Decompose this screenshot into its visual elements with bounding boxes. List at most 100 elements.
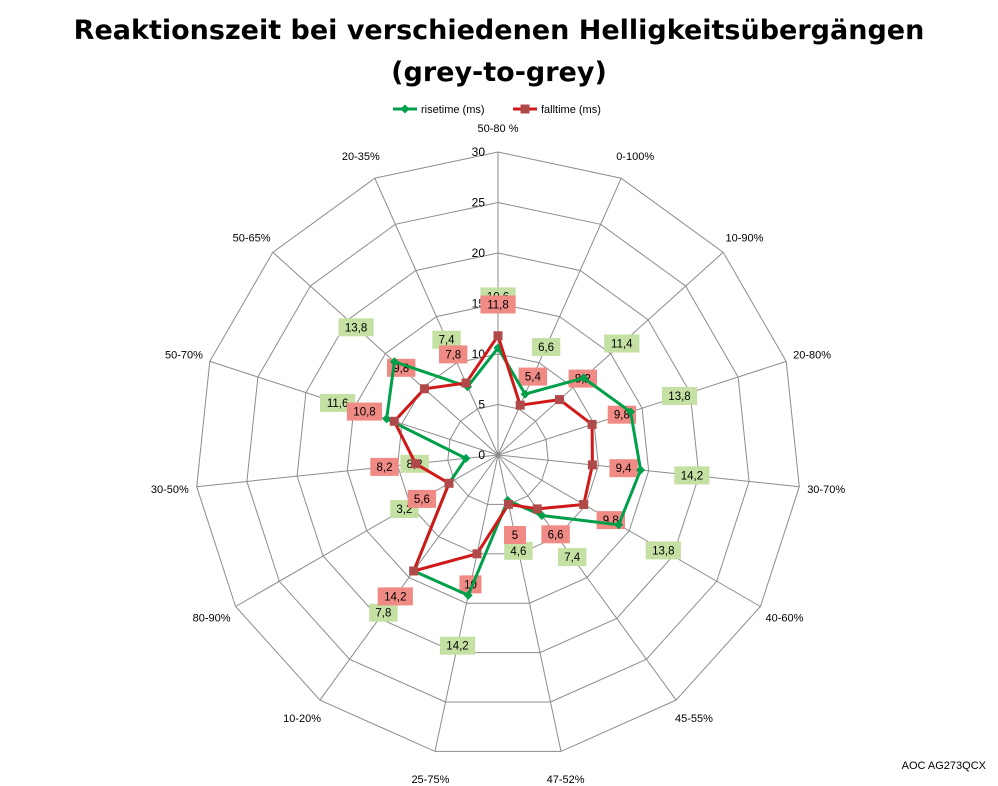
legend-marker-falltime bbox=[520, 104, 530, 114]
grid-spoke bbox=[497, 251, 724, 456]
data-label: 9,4 bbox=[616, 463, 633, 475]
falltime-point bbox=[493, 331, 503, 341]
category-label: 45-55% bbox=[675, 713, 713, 725]
grid-ring bbox=[296, 252, 700, 654]
data-label: 8,2 bbox=[377, 462, 393, 474]
data-label: 5,6 bbox=[414, 494, 430, 506]
data-label-box bbox=[674, 466, 710, 485]
data-label-box bbox=[661, 387, 698, 405]
falltime-point bbox=[389, 416, 399, 426]
falltime-point bbox=[419, 384, 429, 394]
data-label: 6,6 bbox=[548, 529, 564, 541]
falltime-point bbox=[579, 500, 589, 509]
data-label-box bbox=[541, 525, 570, 544]
category-label: 50-80 % bbox=[478, 123, 519, 135]
risetime-point bbox=[520, 389, 530, 399]
grid-spoke bbox=[434, 454, 499, 752]
category-label: 80-90% bbox=[193, 613, 231, 625]
data-label-box bbox=[432, 330, 461, 349]
data-label: 13,8 bbox=[345, 322, 367, 334]
grid-spoke bbox=[497, 454, 677, 701]
category-label: 10-20% bbox=[283, 713, 321, 725]
data-label: 7,4 bbox=[564, 552, 581, 564]
data-label: 7,8 bbox=[445, 349, 461, 361]
falltime-point bbox=[555, 395, 564, 405]
data-label-box bbox=[320, 393, 356, 412]
grid-spoke bbox=[272, 251, 499, 456]
falltime-point bbox=[587, 460, 597, 470]
grid-spoke bbox=[196, 454, 499, 488]
risetime-point bbox=[626, 407, 636, 417]
data-label-box bbox=[604, 334, 640, 353]
chart-title-line-2: (grey-to-grey) bbox=[391, 57, 607, 88]
legend-marker-risetime bbox=[400, 104, 410, 114]
data-label-box bbox=[369, 603, 398, 622]
risetime-point bbox=[636, 465, 646, 475]
category-label: 25-75% bbox=[411, 774, 449, 786]
risetime-point bbox=[389, 357, 399, 367]
risetime-point bbox=[579, 373, 589, 383]
data-label: 7,8 bbox=[375, 608, 391, 620]
data-label: 13,8 bbox=[652, 545, 674, 557]
grid-spoke bbox=[235, 454, 499, 607]
falltime-point bbox=[472, 549, 482, 559]
data-label: 10,8 bbox=[353, 407, 375, 419]
data-label: 7,4 bbox=[439, 335, 456, 347]
data-label: 14,2 bbox=[446, 641, 468, 653]
axis-tick-label: 5 bbox=[478, 398, 485, 412]
grid-ring bbox=[447, 403, 549, 505]
chart-title-line-1: Reaktionszeit bei verschiedenen Helligke… bbox=[73, 15, 925, 46]
data-label: 11,8 bbox=[487, 300, 509, 312]
category-label: 10-90% bbox=[726, 233, 764, 245]
chart-title: Reaktionszeit bei verschiedenen Helligke… bbox=[0, 10, 998, 94]
data-label-box bbox=[439, 345, 468, 364]
data-label: 5 bbox=[512, 530, 518, 542]
data-label-box bbox=[609, 459, 638, 478]
data-label: 13,8 bbox=[668, 391, 690, 403]
data-label-box bbox=[338, 318, 374, 337]
category-label: 30-70% bbox=[807, 484, 845, 496]
axis-tick-label: 25 bbox=[472, 196, 486, 210]
grid-spoke bbox=[497, 177, 622, 456]
falltime-point bbox=[409, 566, 419, 576]
category-label: 50-65% bbox=[233, 233, 271, 245]
data-label-box bbox=[504, 526, 526, 544]
data-label-box bbox=[518, 367, 548, 386]
data-label-box bbox=[346, 402, 383, 421]
category-label: 50-70% bbox=[165, 350, 203, 362]
model-watermark: AOC AG273QCX bbox=[901, 760, 986, 772]
data-label-box bbox=[531, 338, 561, 356]
category-label: 20-35% bbox=[342, 151, 380, 163]
grid-ring bbox=[397, 353, 599, 555]
risetime-point bbox=[614, 520, 624, 530]
grid-spoke bbox=[497, 360, 787, 456]
data-label: 11,4 bbox=[611, 339, 633, 351]
data-label-box bbox=[407, 489, 437, 508]
grid-spoke bbox=[319, 454, 499, 701]
data-label: 9,8 bbox=[614, 410, 630, 422]
grid-spoke bbox=[374, 177, 499, 456]
data-label: 14,2 bbox=[384, 591, 406, 603]
data-label-box bbox=[377, 587, 413, 606]
grid-spoke bbox=[497, 454, 761, 607]
falltime-point bbox=[532, 504, 542, 514]
data-label: 14,2 bbox=[681, 470, 703, 482]
data-label-box bbox=[558, 548, 587, 567]
grid-ring bbox=[246, 201, 750, 703]
legend-label-risetime: risetime (ms) bbox=[421, 104, 485, 116]
category-label: 47-52% bbox=[547, 774, 585, 786]
data-label: 4,6 bbox=[510, 546, 526, 558]
category-label: 40-60% bbox=[766, 613, 804, 625]
risetime-point bbox=[382, 414, 392, 424]
data-label-box bbox=[370, 457, 399, 476]
falltime-point bbox=[587, 419, 597, 429]
falltime-point bbox=[461, 378, 471, 388]
legend-label-falltime: falltime (ms) bbox=[541, 104, 601, 116]
data-label: 6,6 bbox=[538, 342, 554, 354]
data-label-box bbox=[480, 295, 516, 314]
series-line-falltime bbox=[392, 334, 594, 573]
data-label-box bbox=[645, 541, 681, 560]
category-label: 30-50% bbox=[151, 484, 189, 496]
risetime-point bbox=[463, 590, 473, 600]
